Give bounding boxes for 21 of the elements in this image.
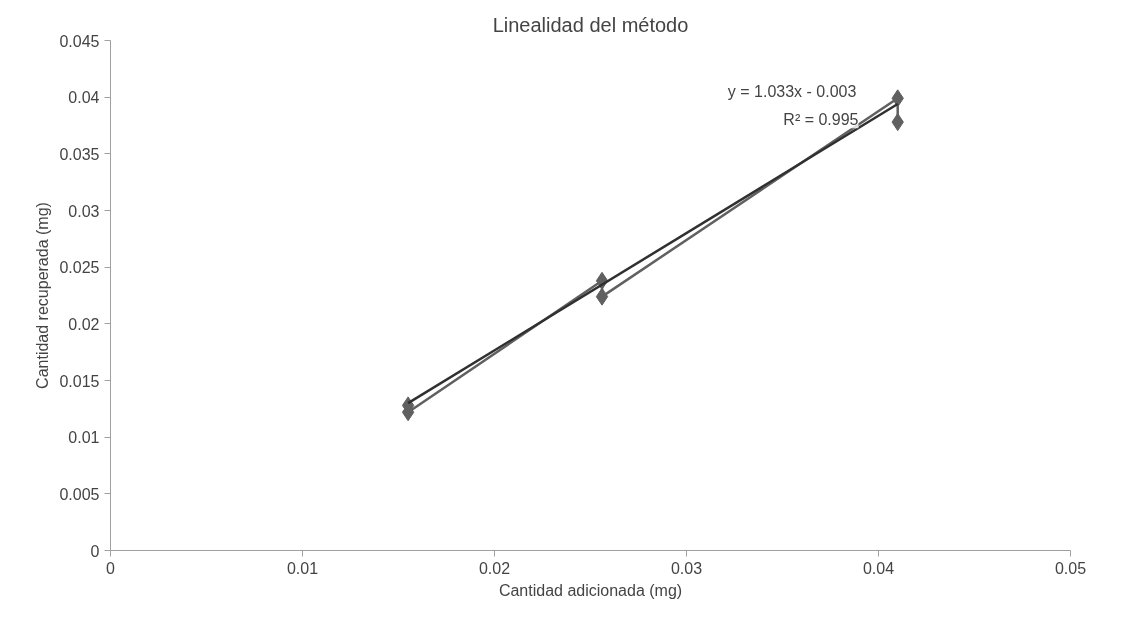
x-tick-label: 0.01: [286, 559, 319, 577]
y-tick-label: 0.01: [68, 429, 100, 447]
x-tick-label: 0.03: [670, 559, 703, 577]
y-tick-label: 0.005: [59, 485, 100, 503]
annotation: y = 1.033x - 0.003: [727, 83, 857, 100]
x-axis-title: Cantidad adicionada (mg): [498, 581, 683, 599]
y-tick-label: 0.045: [59, 32, 100, 50]
y-tick-label: 0.025: [59, 259, 100, 277]
chart-title: Linealidad del método: [492, 13, 689, 36]
x-tick-label: 0.04: [862, 559, 895, 577]
x-tick-label: 0: [106, 559, 116, 577]
x-tick-label: 0.05: [1054, 559, 1087, 577]
x-tick-label: 0.02: [478, 559, 511, 577]
y-tick-label: 0.015: [59, 372, 100, 390]
y-axis-title: Cantidad recuperada (mg): [34, 202, 52, 389]
y-tick-label: 0.02: [68, 315, 100, 333]
y-tick-label: 0.035: [59, 145, 100, 163]
annotation: R² = 0.995: [783, 111, 859, 129]
y-tick-label: 0: [90, 542, 100, 560]
y-tick-label: 0.03: [68, 202, 100, 220]
y-tick-label: 0.04: [68, 89, 100, 107]
